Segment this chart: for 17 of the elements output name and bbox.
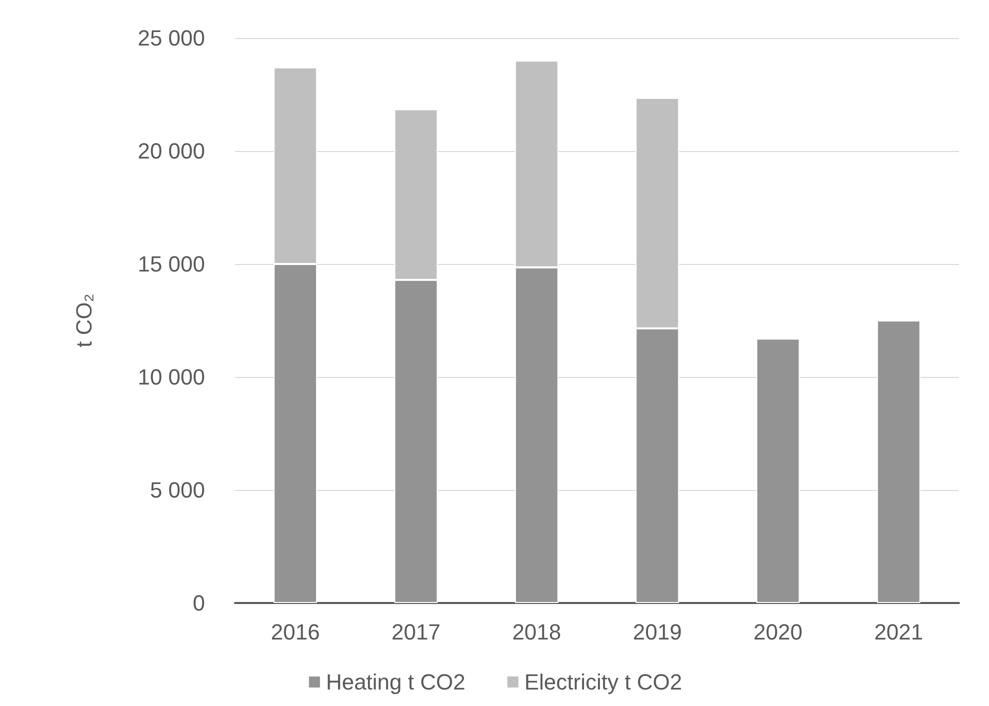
legend-label: Heating t CO2 — [326, 670, 466, 694]
y-tick-label: 10 000 — [138, 364, 205, 390]
x-tick-label: 2021 — [874, 620, 924, 644]
y-tick-label: 5 000 — [150, 478, 205, 502]
y-axis-title: t CO₂ — [72, 294, 96, 348]
legend-label: Electricity t CO2 — [524, 670, 682, 694]
bar — [756, 338, 800, 603]
x-tick-label: 2019 — [632, 620, 682, 644]
y-tick-label: 25 000 — [138, 26, 205, 50]
x-tick-label: 2018 — [512, 620, 562, 644]
x-tick-label: 2017 — [392, 620, 440, 644]
x-tick-label: 2020 — [754, 620, 802, 644]
y-tick-label: 0 — [192, 590, 205, 616]
y-tick-label: 15 000 — [138, 252, 205, 276]
y-tick-label: 20 000 — [138, 138, 205, 164]
bar — [876, 320, 920, 603]
x-tick-label: 2016 — [270, 620, 320, 644]
